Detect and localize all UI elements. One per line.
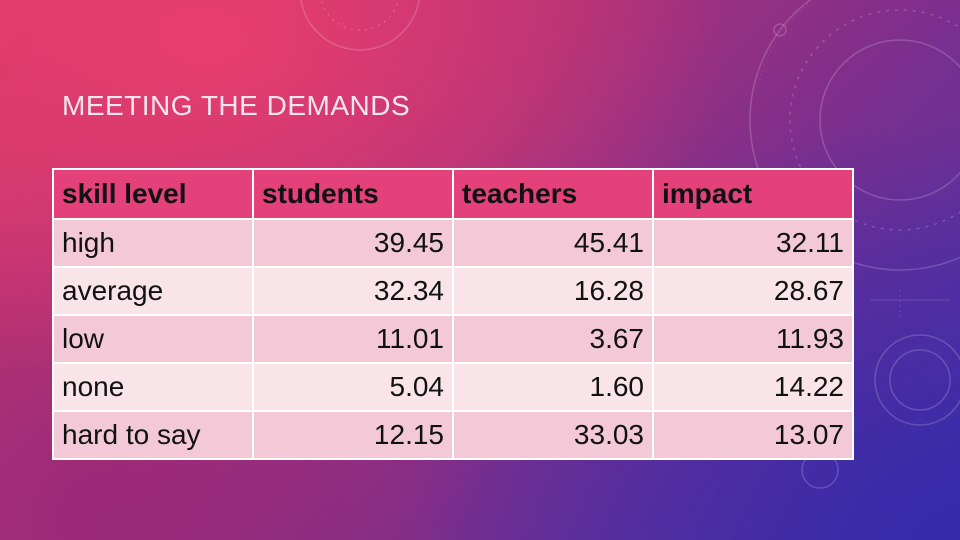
- students-value: 11.01: [252, 314, 454, 364]
- teachers-value: 16.28: [452, 266, 654, 316]
- row-label: low: [52, 314, 254, 364]
- teachers-value: 1.60: [452, 362, 654, 412]
- teachers-value: 3.67: [452, 314, 654, 364]
- impact-value: 14.22: [652, 362, 854, 412]
- header-cell-skill-level: skill level: [52, 168, 254, 220]
- row-label: average: [52, 266, 254, 316]
- header-cell-teachers: teachers: [452, 168, 654, 220]
- table-row: average 32.34 16.28 28.67: [52, 266, 854, 316]
- students-value: 5.04: [252, 362, 454, 412]
- students-value: 39.45: [252, 218, 454, 268]
- header-cell-impact: impact: [652, 168, 854, 220]
- row-label: hard to say: [52, 410, 254, 460]
- header-cell-students: students: [252, 168, 454, 220]
- row-label: none: [52, 362, 254, 412]
- table-row: high 39.45 45.41 32.11: [52, 218, 854, 268]
- table-row: hard to say 12.15 33.03 13.07: [52, 410, 854, 460]
- impact-value: 32.11: [652, 218, 854, 268]
- impact-value: 13.07: [652, 410, 854, 460]
- table-header-row: skill level students teachers impact: [52, 168, 854, 220]
- students-value: 12.15: [252, 410, 454, 460]
- slide-title: MEETING THE DEMANDS: [62, 90, 411, 121]
- table-row: none 5.04 1.60 14.22: [52, 362, 854, 412]
- teachers-value: 45.41: [452, 218, 654, 268]
- skill-level-table: skill level students teachers impact hig…: [52, 168, 854, 460]
- students-value: 32.34: [252, 266, 454, 316]
- impact-value: 11.93: [652, 314, 854, 364]
- impact-value: 28.67: [652, 266, 854, 316]
- table-row: low 11.01 3.67 11.93: [52, 314, 854, 364]
- teachers-value: 33.03: [452, 410, 654, 460]
- row-label: high: [52, 218, 254, 268]
